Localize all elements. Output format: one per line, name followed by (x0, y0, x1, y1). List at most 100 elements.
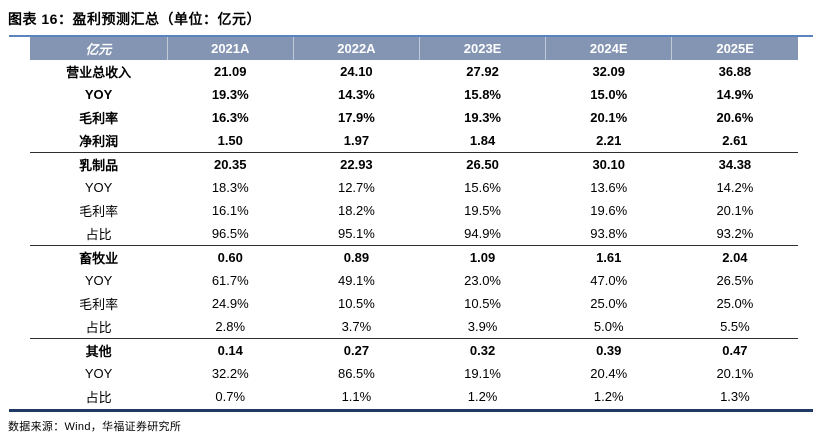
row-label: 乳制品 (30, 152, 168, 176)
row-label: 毛利率 (79, 111, 119, 126)
profit-forecast-table: 亿元 2021A 2022A 2023E 2024E 2025E 营业总收入 21.09 24… (30, 37, 798, 408)
cell-value: 1.2% (467, 389, 498, 404)
table-row: 毛利率 24.9% 10.5% 10.5% 25.0% 25.0% (30, 292, 798, 315)
year-column-header: 2025E (671, 37, 798, 60)
row-label: 畜牧业 (30, 245, 168, 269)
cell-value: 47.0% (590, 273, 628, 288)
cell-value: 15.8% (464, 87, 501, 102)
cell-value: 2.61 (722, 133, 748, 148)
cell-value: 1.09 (419, 245, 546, 269)
cell-value: 0.7% (215, 389, 246, 404)
cell-value: 5.0% (593, 319, 624, 334)
cell-value: 26.50 (419, 152, 546, 176)
cell-value: 5.5% (720, 319, 750, 334)
cell-value: 15.0% (590, 87, 628, 102)
cell-value: 0.32 (419, 338, 546, 362)
cell-value: 19.3% (211, 87, 249, 102)
year-column-header: 2024E (545, 37, 672, 60)
cell-value: 10.5% (464, 296, 501, 311)
row-label: 毛利率 (79, 297, 119, 312)
cell-value: 0.60 (167, 245, 294, 269)
cell-value: 20.35 (167, 152, 294, 176)
cell-value: 32.09 (592, 64, 625, 79)
table-row: YOY 32.2% 86.5% 19.1% 20.4% 20.1% (30, 362, 798, 385)
year-column-header: 2023E (418, 37, 546, 60)
header-row: 亿元 2021A 2022A 2023E 2024E 2025E (30, 37, 798, 60)
cell-value: 19.6% (590, 203, 628, 218)
cell-value: 22.93 (293, 152, 420, 176)
cell-value: 34.38 (671, 152, 798, 176)
cell-value: 32.2% (211, 366, 249, 381)
table-row: YOY 18.3% 12.7% 15.6% 13.6% 14.2% (30, 176, 798, 199)
cell-value: 36.88 (718, 64, 752, 79)
cell-value: 20.6% (716, 110, 754, 125)
row-label: 毛利率 (79, 204, 119, 219)
cell-value: 26.5% (716, 273, 754, 288)
table-row: 占比 96.5% 95.1% 94.9% 93.8% 93.2% (30, 222, 798, 246)
cell-value: 0.47 (671, 338, 798, 362)
cell-value: 96.5% (211, 226, 249, 241)
cell-value: 2.8% (215, 319, 246, 334)
cell-value: 95.1% (337, 226, 375, 241)
table-row: 营业总收入 21.09 24.10 27.92 32.09 36.88 (30, 60, 798, 83)
cell-value: 1.97 (343, 133, 370, 148)
year-column-header: 2021A (166, 37, 294, 60)
cell-value: 2.04 (671, 245, 798, 269)
row-label: 占比 (85, 320, 112, 335)
cell-value: 30.10 (545, 152, 672, 176)
row-label: 净利润 (79, 134, 119, 149)
source-note: 数据来源：Wind，华福证券研究所 (8, 421, 182, 433)
figure-title: 图表 16：盈利预测汇总（单位：亿元） (8, 11, 261, 27)
row-label: YOY (84, 180, 113, 195)
cell-value: 18.2% (337, 203, 375, 218)
cell-value: 27.92 (466, 64, 499, 79)
row-label: YOY (84, 366, 113, 381)
cell-value: 20.1% (716, 366, 754, 381)
cell-value: 13.6% (590, 180, 628, 195)
table-row: 净利润 1.50 1.97 1.84 2.21 2.61 (30, 129, 798, 153)
cell-value: 25.0% (716, 296, 754, 311)
row-label: 占比 (85, 390, 112, 405)
table-row: 乳制品 20.35 22.93 26.50 30.10 34.38 (30, 152, 798, 176)
cell-value: 14.2% (716, 180, 754, 195)
cell-value: 18.3% (211, 180, 249, 195)
cell-value: 0.14 (167, 338, 294, 362)
cell-value: 17.9% (337, 110, 375, 125)
top-rule (9, 35, 813, 37)
table-row: YOY 19.3% 14.3% 15.8% 15.0% 14.9% (30, 83, 798, 106)
cell-value: 12.7% (337, 180, 375, 195)
table-row: 毛利率 16.3% 17.9% 19.3% 20.1% 20.6% (30, 106, 798, 129)
cell-value: 3.7% (341, 319, 372, 334)
cell-value: 14.3% (337, 87, 375, 102)
bottom-rule (9, 409, 813, 412)
cell-value: 16.3% (211, 110, 249, 125)
table-header: 亿元 2021A 2022A 2023E 2024E 2025E (30, 37, 798, 60)
year-column-header: 2022A (292, 37, 420, 60)
table-row: 畜牧业 0.60 0.89 1.09 1.61 2.04 (30, 245, 798, 269)
cell-value: 20.1% (590, 110, 628, 125)
cell-value: 1.61 (545, 245, 672, 269)
cell-value: 19.1% (464, 366, 501, 381)
cell-value: 16.1% (211, 203, 249, 218)
cell-value: 93.8% (590, 226, 628, 241)
cell-value: 15.6% (464, 180, 501, 195)
cell-value: 20.4% (590, 366, 628, 381)
cell-value: 2.21 (596, 133, 622, 148)
cell-value: 10.5% (337, 296, 375, 311)
cell-value: 1.84 (469, 133, 496, 148)
cell-value: 23.0% (464, 273, 501, 288)
cell-value: 0.89 (293, 245, 420, 269)
row-label: 其他 (30, 338, 168, 362)
row-label: 营业总收入 (66, 65, 132, 80)
unit-column-header: 亿元 (30, 37, 168, 60)
cell-value: 1.1% (341, 389, 372, 404)
cell-value: 19.5% (464, 203, 501, 218)
cell-value: 0.39 (545, 338, 672, 362)
cell-value: 1.50 (217, 133, 243, 148)
cell-value: 14.9% (716, 87, 754, 102)
row-label: 占比 (85, 227, 112, 242)
row-label: YOY (84, 273, 113, 288)
cell-value: 20.1% (716, 203, 754, 218)
table-row: 毛利率 16.1% 18.2% 19.5% 19.6% 20.1% (30, 199, 798, 222)
